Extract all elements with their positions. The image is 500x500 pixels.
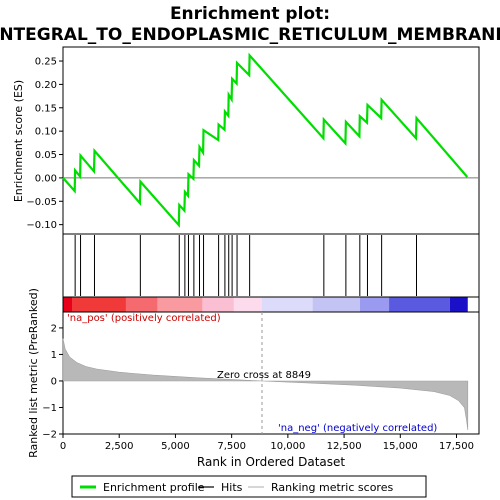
x-tick-label: 5,000 [161, 441, 190, 452]
ranked-heatmap-bar [63, 297, 468, 312]
x-tick-label: 17,500 [439, 441, 474, 452]
hits-markers [74, 235, 417, 296]
metric-y-tick-label: 1 [51, 350, 57, 361]
heatmap-segment [63, 297, 72, 312]
es-y-tick-label: 0.15 [35, 103, 57, 114]
heatmap-segment [233, 297, 262, 312]
metric-x-axis: 0 2,500 5,000 7,500 10,000 12,500 15,000 17,500 [60, 434, 474, 452]
zero-cross-label: Zero cross at 8849 [217, 370, 311, 381]
chart-title-line2: INTEGRAL_TO_ENDOPLASMIC_RETICULUM_MEMBRA… [0, 25, 500, 45]
metric-y-tick-label: −1 [42, 403, 57, 414]
es-y-tick-label: 0.25 [35, 57, 57, 68]
metric-y-axis: −2 −1 0 1 2 [42, 323, 63, 441]
chart-title-line1: Enrichment plot: [170, 4, 330, 24]
x-tick-label: 10,000 [270, 441, 305, 452]
ranking-metric-scores [62, 338, 469, 431]
chart-legend: Enrichment profile Hits Ranking metric sco… [71, 475, 427, 498]
legend-label: Hits [221, 481, 243, 494]
enrichment-profile-line [62, 52, 469, 228]
x-axis-label: Rank in Ordered Dataset [197, 455, 345, 469]
negative-correlated-label: 'na_neg' (negatively correlated) [278, 423, 437, 434]
metric-y-tick-label: 2 [51, 323, 57, 334]
es-y-tick-label: 0.05 [35, 150, 57, 161]
heatmap-segment [359, 297, 390, 312]
x-tick-label: 12,500 [327, 441, 362, 452]
enrichment-profile-series [62, 52, 469, 228]
es-y-axis-label: Enrichment score (ES) [12, 80, 25, 202]
es-y-tick-label: 0.20 [35, 80, 57, 91]
legend-label: Enrichment profile [103, 481, 205, 494]
heatmap-segment [71, 297, 126, 312]
metric-y-tick-label: −2 [42, 430, 57, 441]
legend-label: Ranking metric scores [271, 481, 393, 494]
positive-correlated-label: 'na_pos' (positively correlated) [67, 313, 221, 324]
x-tick-label: 15,000 [383, 441, 418, 452]
heatmap-segment [157, 297, 203, 312]
x-tick-label: 2,500 [105, 441, 134, 452]
heatmap-segment [261, 297, 313, 312]
metric-y-tick-label: 0 [51, 376, 57, 387]
heatmap-segment [125, 297, 158, 312]
heatmap-segment [202, 297, 234, 312]
es-y-tick-label: −0.10 [26, 220, 57, 231]
metric-y-axis-label: Ranked list metric (PreRanked) [27, 288, 40, 458]
es-y-tick-label: 0.00 [35, 173, 57, 184]
es-y-tick-label: −0.05 [26, 197, 57, 208]
heatmap-segment [312, 297, 360, 312]
ranking-metric-area [62, 338, 469, 431]
x-tick-label: 0 [60, 441, 66, 452]
x-tick-label: 7,500 [217, 441, 246, 452]
heatmap-segment [389, 297, 450, 312]
es-y-axis: −0.10 −0.05 0.00 0.05 0.10 0.15 0.20 0.25 [26, 57, 63, 231]
heatmap-segment [449, 297, 468, 312]
es-y-tick-label: 0.10 [35, 127, 57, 138]
